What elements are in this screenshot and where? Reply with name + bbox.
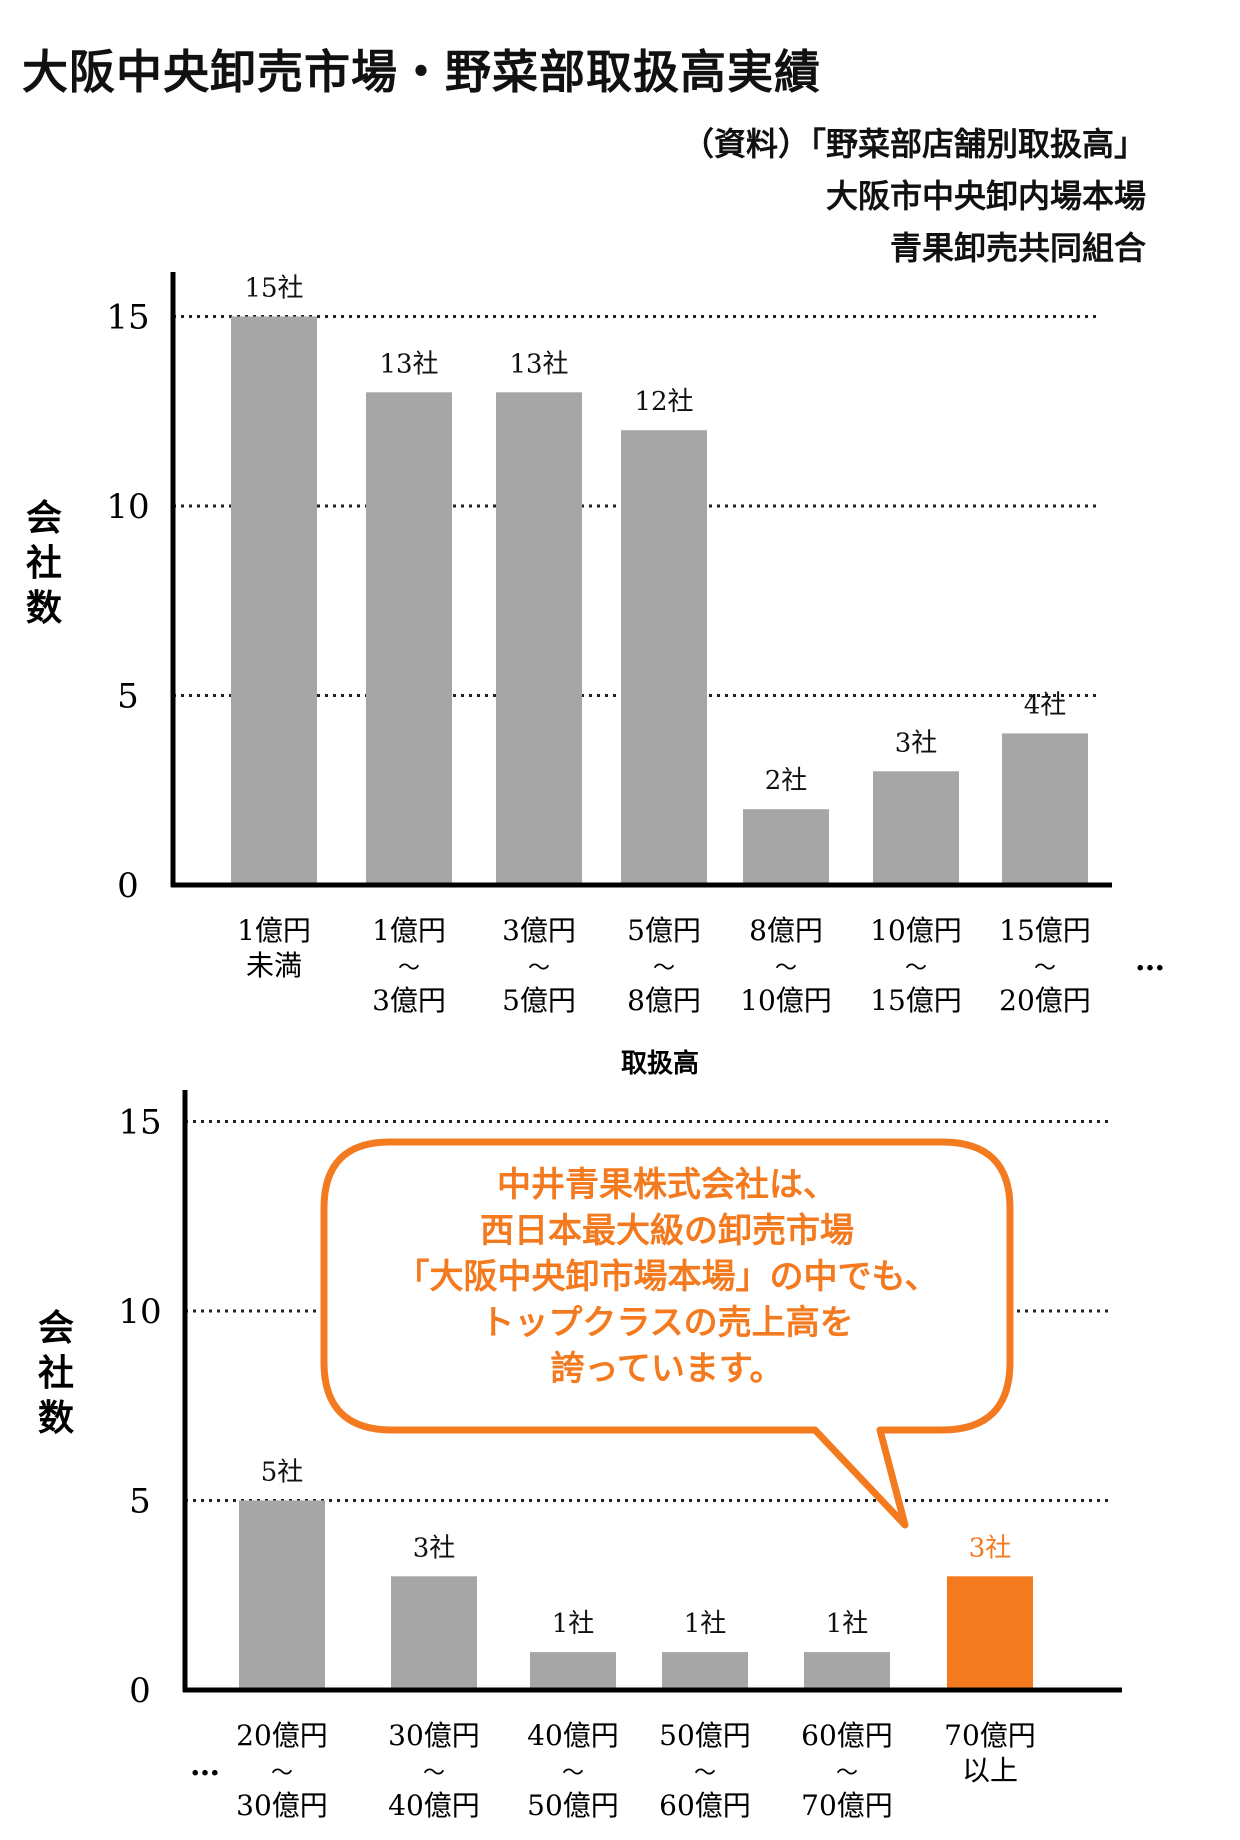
- continuation-mark: …: [1135, 943, 1165, 978]
- category-label: 〜: [1034, 956, 1056, 981]
- y-tick-label: 0: [117, 866, 139, 906]
- page-title: 大阪中央卸売市場・野菜部取扱高実績: [22, 45, 821, 99]
- bar: [804, 1652, 890, 1690]
- data-label: 3社: [413, 1533, 456, 1563]
- bar: [496, 392, 582, 885]
- category-label: 50億円: [659, 1719, 751, 1752]
- category-label: 〜: [905, 956, 927, 981]
- source-line: 大阪市中央卸内場本場: [825, 177, 1146, 215]
- callout-bubble: [320, 1138, 1014, 1529]
- bar: [1002, 733, 1088, 885]
- category-label: 50億円: [527, 1789, 619, 1822]
- category-label: 8億円: [627, 984, 701, 1017]
- category-label: 1億円: [237, 914, 311, 947]
- category-label: 20億円: [999, 984, 1091, 1017]
- continuation-mark: …: [190, 1748, 220, 1783]
- y-axis-label-char: 会: [26, 498, 62, 539]
- category-label: 40億円: [527, 1719, 619, 1752]
- callout-text: 中井青果株式会社は、: [497, 1165, 837, 1205]
- y-tick-label: 5: [117, 677, 139, 717]
- y-tick-label: 5: [129, 1482, 151, 1522]
- category-label: 〜: [423, 1761, 445, 1786]
- category-label: 1億円: [372, 914, 446, 947]
- data-label: 15社: [244, 274, 303, 304]
- category-label: 70億円: [944, 1719, 1036, 1752]
- category-label: 10億円: [870, 914, 962, 947]
- y-axis-label-char: 社: [26, 543, 62, 584]
- category-label: 以上: [962, 1754, 1018, 1787]
- source-note: （資料）「野菜部店舗別取扱高」 大阪市中央卸内場本場 青果卸売共同組合: [682, 118, 1146, 274]
- data-label: 12社: [634, 387, 693, 417]
- category-label: 70億円: [801, 1789, 893, 1822]
- data-label: 13社: [379, 349, 438, 379]
- category-label: 60億円: [801, 1719, 893, 1752]
- callout-text: 「大阪中央卸市場本場」の中でも、: [396, 1257, 939, 1297]
- y-tick-label: 10: [106, 487, 149, 527]
- category-label: 8億円: [749, 914, 823, 947]
- category-label: 60億円: [659, 1789, 751, 1822]
- data-label: 3社: [969, 1533, 1012, 1563]
- bar: [621, 430, 707, 885]
- bar: [366, 392, 452, 885]
- data-label: 13社: [509, 349, 568, 379]
- y-tick-label: 0: [129, 1671, 151, 1711]
- category-label: 3億円: [502, 914, 576, 947]
- data-label: 1社: [552, 1609, 595, 1639]
- category-label: 15億円: [999, 914, 1091, 947]
- data-label: 2社: [765, 766, 808, 796]
- bar: [391, 1576, 477, 1690]
- y-axis-label-char: 数: [38, 1398, 74, 1439]
- category-label: 30億円: [236, 1789, 328, 1822]
- y-axis-label-char: 会: [38, 1308, 74, 1349]
- category-label: 〜: [398, 956, 420, 981]
- category-label: 〜: [562, 1761, 584, 1786]
- bar: [530, 1652, 616, 1690]
- data-label: 4社: [1024, 690, 1067, 720]
- data-label: 1社: [826, 1609, 869, 1639]
- category-label: 〜: [775, 956, 797, 981]
- bar: [743, 809, 829, 885]
- category-label: 未満: [246, 949, 302, 982]
- callout-text: 誇っています。: [551, 1349, 784, 1389]
- y-tick-label: 15: [106, 298, 149, 338]
- callout-text: 西日本最大級の卸売市場: [480, 1211, 854, 1251]
- data-label: 5社: [261, 1458, 304, 1488]
- category-label: 5億円: [627, 914, 701, 947]
- callout-text: トップクラスの売上高を: [480, 1303, 853, 1343]
- x-axis-label: 取扱高: [621, 1048, 699, 1079]
- bar: [239, 1500, 325, 1690]
- bar: [231, 316, 317, 885]
- category-label: 5億円: [502, 984, 576, 1017]
- source-line: 青果卸売共同組合: [889, 229, 1146, 267]
- category-label: 〜: [653, 956, 675, 981]
- y-tick-label: 15: [118, 1103, 161, 1143]
- category-label: 〜: [694, 1761, 716, 1786]
- y-axis-label-char: 数: [26, 588, 62, 629]
- source-line: （資料）「野菜部店舗別取扱高」: [681, 125, 1146, 163]
- category-label: 〜: [836, 1761, 858, 1786]
- category-label: 〜: [528, 956, 550, 981]
- category-label: 3億円: [372, 984, 446, 1017]
- bar: [873, 771, 959, 885]
- category-label: 15億円: [870, 984, 962, 1017]
- category-label: 40億円: [388, 1789, 480, 1822]
- category-label: 20億円: [236, 1719, 328, 1752]
- data-label: 1社: [684, 1609, 727, 1639]
- category-label: 10億円: [740, 984, 832, 1017]
- category-label: 30億円: [388, 1719, 480, 1752]
- y-axis-label-char: 社: [38, 1353, 74, 1394]
- data-label: 3社: [895, 728, 938, 758]
- category-label: 〜: [271, 1761, 293, 1786]
- highlight-bar: [947, 1576, 1033, 1690]
- bar: [662, 1652, 748, 1690]
- y-tick-label: 10: [118, 1292, 161, 1332]
